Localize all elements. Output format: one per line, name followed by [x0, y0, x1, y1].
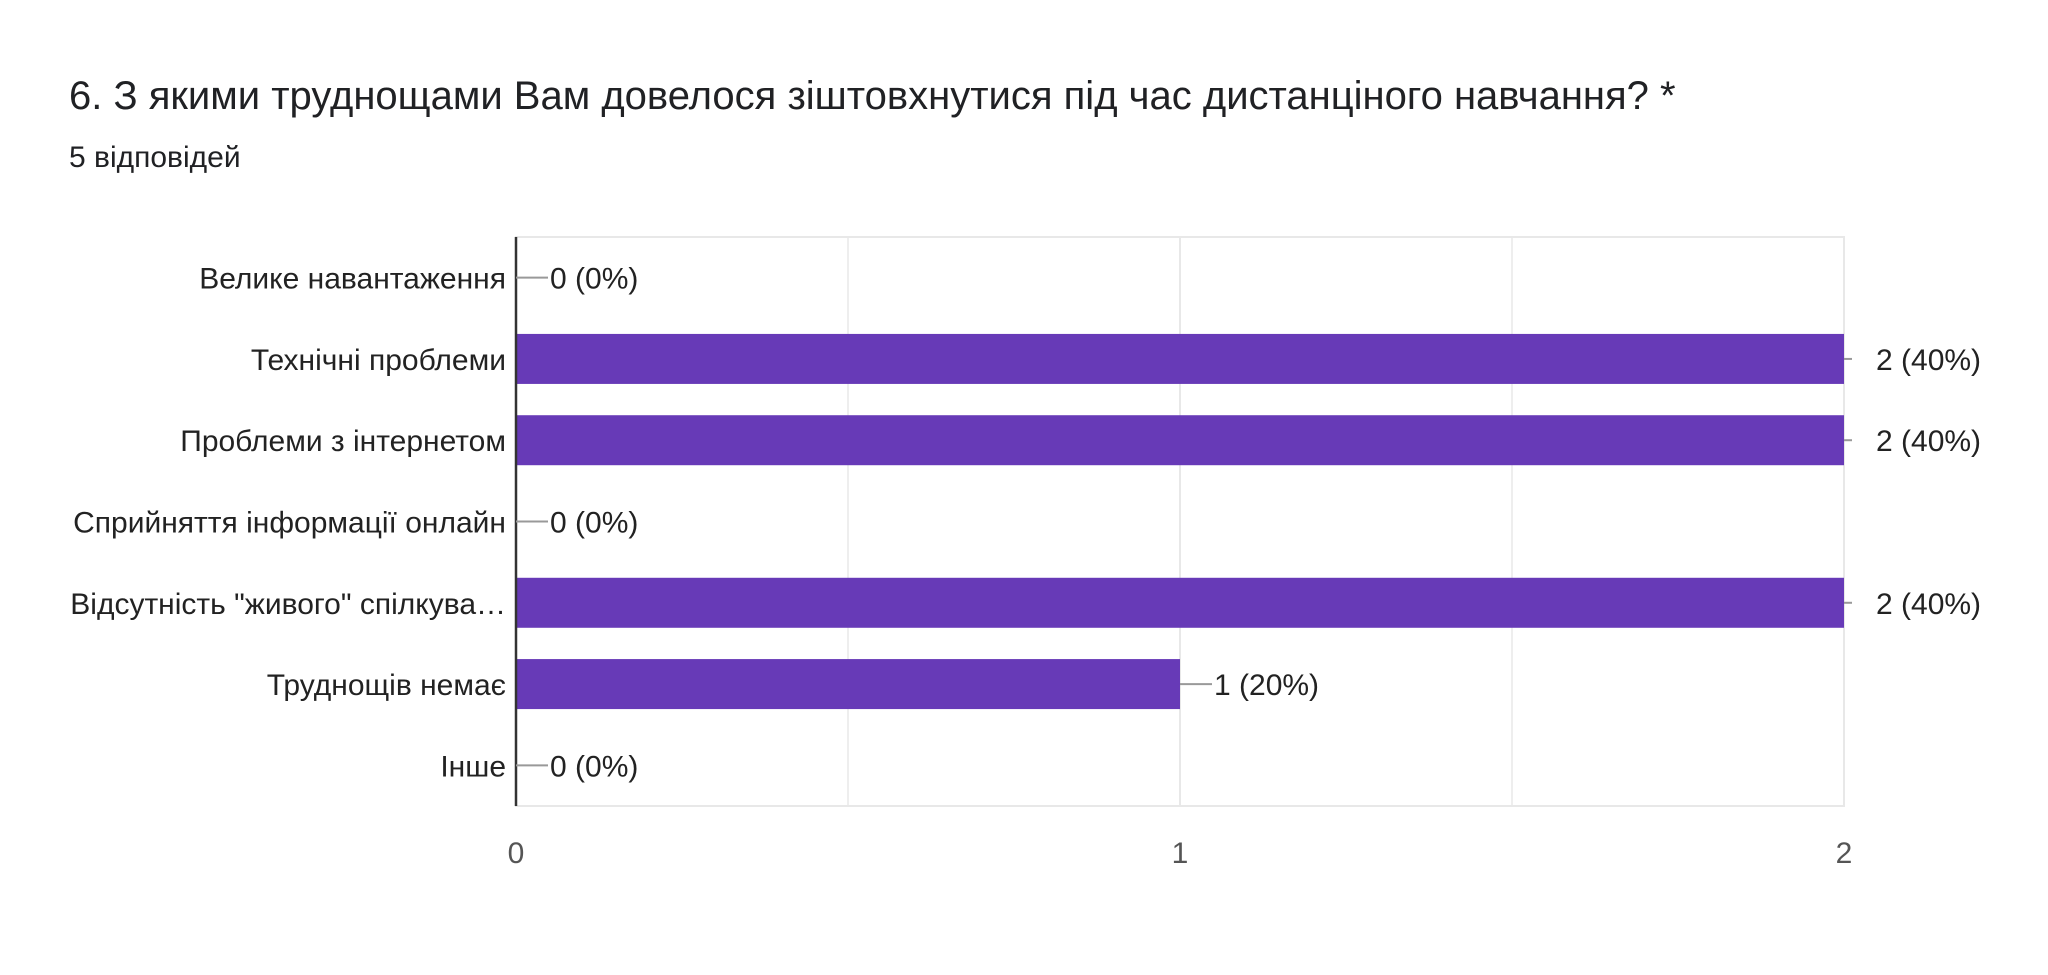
question-title: 6. З якими труднощами Вам довелося зішто… — [69, 74, 1676, 118]
x-tick-label: 1 — [1172, 837, 1189, 870]
value-label: 1 (20%) — [1214, 669, 1319, 702]
category-label: Сприйняття інформації онлайн — [73, 507, 506, 540]
value-label: 0 (0%) — [550, 750, 638, 783]
value-label: 2 (40%) — [1876, 344, 1981, 377]
response-count: 5 відповідей — [69, 141, 241, 174]
bars — [516, 333, 1844, 710]
value-label: 0 (0%) — [550, 263, 638, 296]
category-label: Труднощів немає — [267, 669, 506, 702]
labels: Велике навантаження 0 (0%) Технічні пробле… — [70, 263, 1981, 784]
value-label: 0 (0%) — [550, 507, 638, 540]
x-tick-label: 2 — [1836, 837, 1853, 870]
category-label: Велике навантаження — [199, 263, 506, 296]
value-label: 2 (40%) — [1876, 588, 1981, 621]
gridlines — [515, 236, 1845, 807]
category-label: Інше — [440, 750, 506, 783]
category-label: Відсутність "живого" спілкува… — [70, 588, 506, 621]
bar — [516, 577, 1844, 628]
category-label: Проблеми з інтернетом — [180, 425, 506, 458]
bar — [516, 333, 1844, 384]
category-label: Технічні проблеми — [251, 344, 506, 377]
value-label: 2 (40%) — [1876, 425, 1981, 458]
bar — [516, 659, 1180, 710]
bar — [516, 415, 1844, 466]
x-tick-label: 0 — [508, 837, 525, 870]
